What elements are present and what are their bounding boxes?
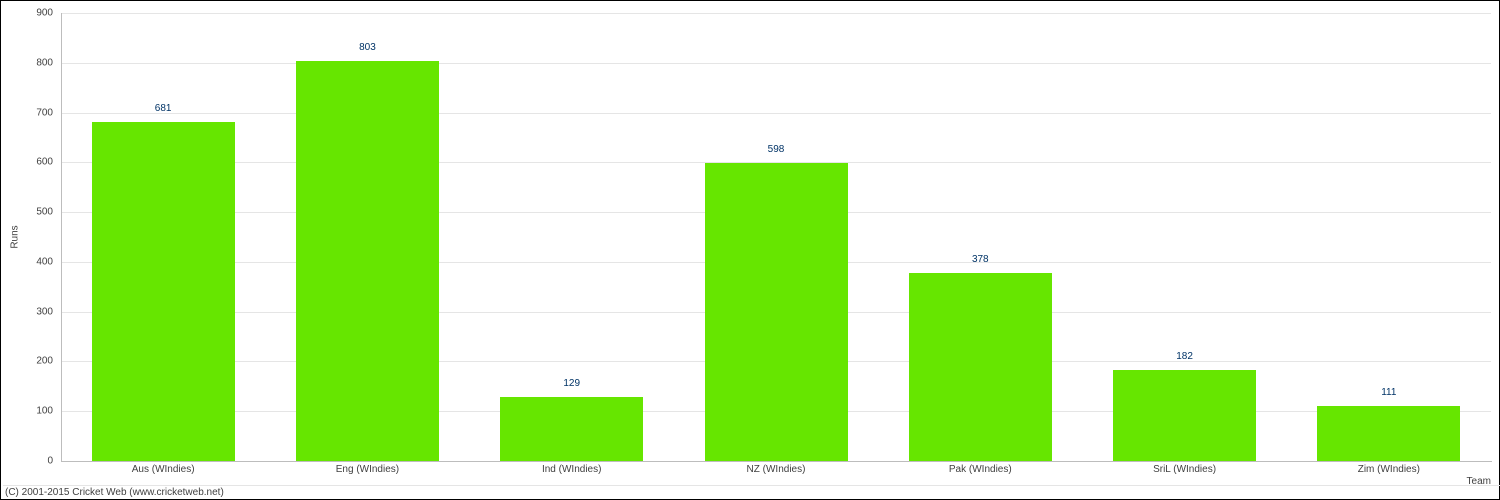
x-tick-label: SriL (WIndies): [1153, 464, 1216, 475]
bar-value-label: 129: [563, 378, 580, 389]
bar-value-label: 111: [1381, 387, 1396, 398]
bar: [92, 122, 235, 461]
y-tick-label: 600: [5, 157, 53, 168]
bar: [909, 273, 1052, 461]
x-tick-label: Aus (WIndies): [132, 464, 195, 475]
y-tick-label: 400: [5, 256, 53, 267]
y-tick-label: 300: [5, 306, 53, 317]
bar-value-label: 803: [359, 42, 376, 53]
x-tick-label: Ind (WIndies): [542, 464, 601, 475]
x-tick-label: Eng (WIndies): [336, 464, 399, 475]
bar: [296, 61, 439, 461]
y-axis-title: Runs: [10, 225, 21, 248]
y-tick-label: 800: [5, 57, 53, 68]
y-tick-label: 200: [5, 356, 53, 367]
bar-value-label: 378: [972, 254, 989, 265]
bar: [500, 397, 643, 461]
y-tick-label: 700: [5, 107, 53, 118]
y-tick-label: 100: [5, 406, 53, 417]
bar-value-label: 681: [155, 103, 172, 114]
bar-value-label: 598: [768, 144, 785, 155]
y-tick-label: 500: [5, 207, 53, 218]
y-tick-label: 0: [5, 456, 53, 467]
x-tick-label: NZ (WIndies): [747, 464, 806, 475]
bar-value-label: 182: [1176, 351, 1193, 362]
y-tick-label: 900: [5, 8, 53, 19]
bar: [705, 163, 848, 461]
footer-copyright: (C) 2001-2015 Cricket Web (www.cricketwe…: [3, 485, 1500, 499]
x-tick-label: Zim (WIndies): [1358, 464, 1420, 475]
bar: [1113, 370, 1256, 461]
x-tick-label: Pak (WIndies): [949, 464, 1012, 475]
bar: [1317, 406, 1460, 461]
chart-container: Runs Team 0100200300400500600700800900 6…: [0, 0, 1500, 500]
